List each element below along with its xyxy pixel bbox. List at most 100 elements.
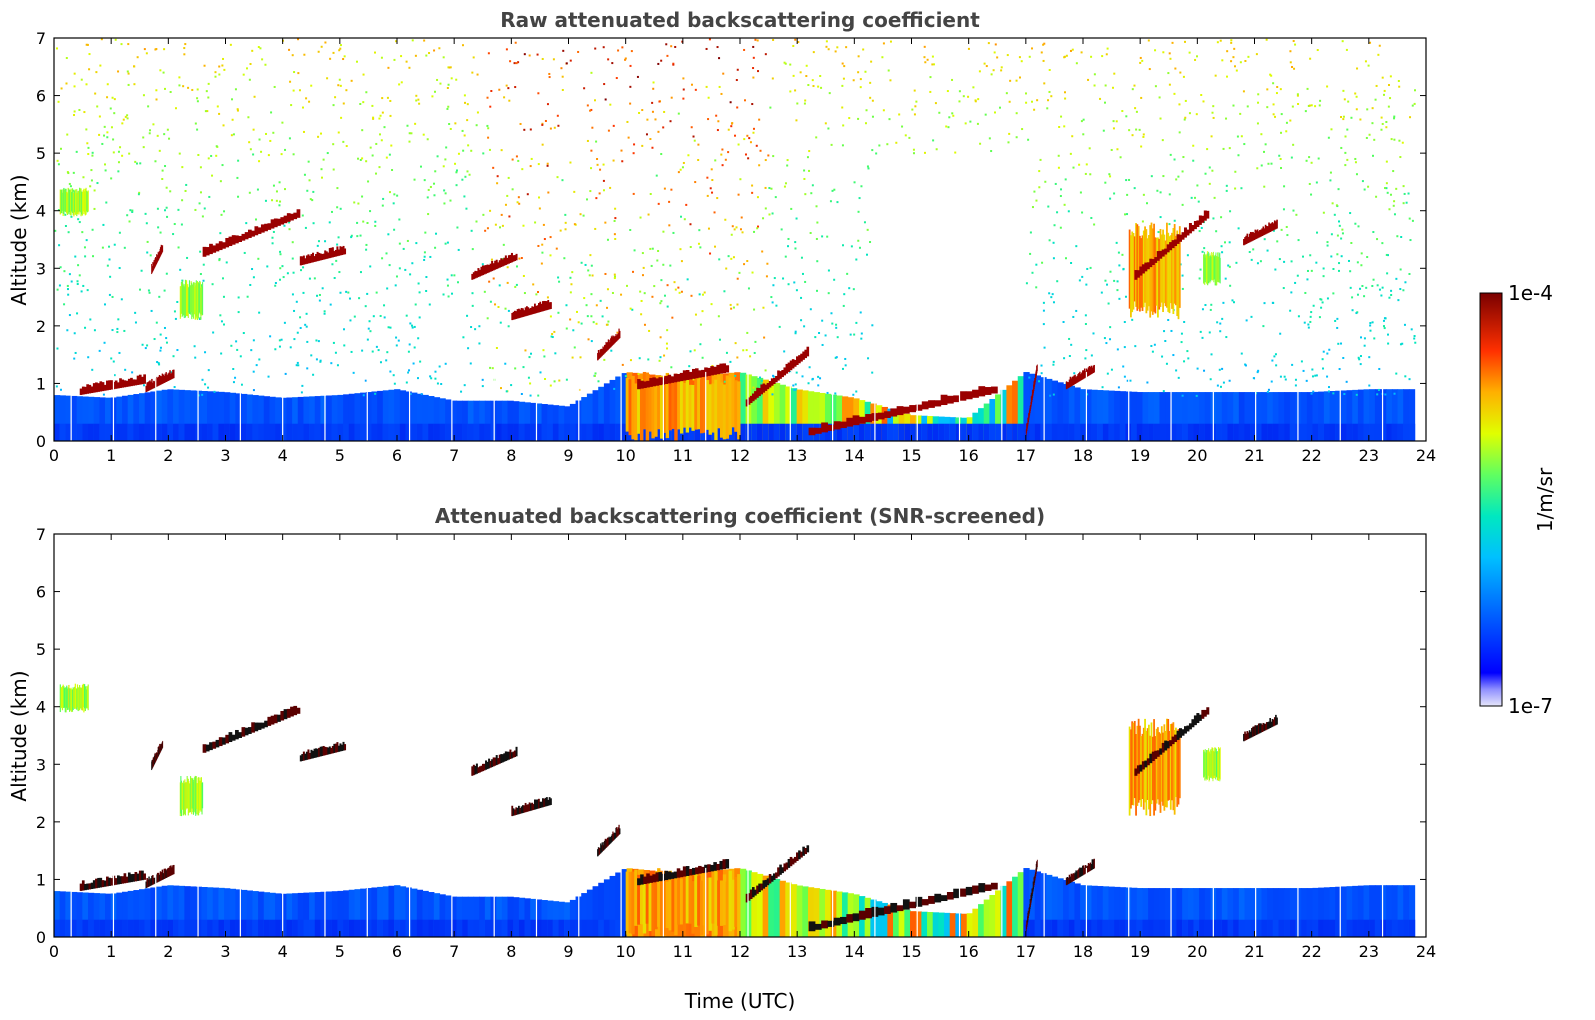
surface-layer-column	[552, 423, 560, 441]
noise-pixel	[108, 293, 111, 296]
cloud-cell	[1186, 725, 1190, 732]
noise-pixel	[332, 168, 335, 171]
noise-pixel	[208, 195, 211, 198]
noise-pixel	[835, 326, 838, 329]
cloud-cell	[162, 740, 164, 748]
cloud-cell	[168, 867, 170, 877]
cloud-cell	[334, 249, 337, 257]
cloud-cell	[606, 838, 608, 848]
noise-pixel	[1042, 309, 1045, 312]
noise-pixel	[602, 46, 605, 49]
boundary-layer-column	[530, 898, 537, 937]
aerosol-plume-cell	[682, 383, 687, 428]
noise-pixel	[549, 315, 552, 318]
noise-pixel	[155, 321, 158, 324]
cloud-cell	[228, 732, 233, 743]
noise-pixel	[787, 237, 790, 240]
cloud-cell	[1265, 225, 1268, 234]
noise-pixel	[828, 92, 831, 95]
cloud-cell	[1252, 726, 1254, 737]
noise-pixel	[291, 257, 294, 260]
noise-pixel	[1292, 143, 1295, 146]
boundary-layer-column	[292, 893, 299, 937]
noise-pixel	[390, 144, 393, 147]
surface-layer-column	[1340, 919, 1348, 937]
noise-pixel	[758, 164, 761, 167]
boundary-layer-column	[813, 392, 820, 441]
noise-pixel	[701, 356, 704, 359]
cloud-cell	[1264, 723, 1267, 731]
cloud-cell	[156, 377, 159, 387]
surface-layer-column	[1284, 919, 1291, 937]
x-tick-label: 14	[844, 942, 864, 961]
aerosol-plume-cell	[81, 685, 84, 711]
noise-pixel	[557, 276, 560, 279]
noise-pixel	[640, 299, 643, 302]
noise-pixel	[809, 308, 812, 311]
cloud-cell	[218, 737, 223, 747]
noise-pixel	[279, 278, 282, 281]
noise-pixel	[367, 180, 370, 183]
surface-layer-column	[1329, 423, 1336, 441]
noise-pixel	[94, 92, 97, 95]
cloud-cell	[231, 734, 236, 741]
noise-pixel	[407, 371, 410, 374]
aerosol-plume-cell	[1151, 228, 1154, 315]
cloud-cell	[260, 722, 265, 729]
noise-pixel	[199, 166, 202, 169]
noise-pixel	[812, 51, 815, 54]
noise-pixel	[430, 377, 433, 380]
noise-pixel	[509, 60, 512, 63]
noise-pixel	[1270, 74, 1273, 77]
noise-pixel	[594, 47, 597, 50]
noise-pixel	[843, 65, 846, 68]
x-tick-label: 16	[958, 446, 978, 465]
surface-layer-column	[292, 423, 299, 441]
surface-layer-column	[1017, 423, 1025, 441]
boundary-layer-column	[93, 893, 100, 937]
boundary-layer-column	[422, 394, 429, 441]
noise-pixel	[1329, 171, 1332, 174]
noise-pixel	[361, 157, 364, 160]
cloud-cell	[498, 754, 501, 764]
noise-pixel	[821, 319, 824, 322]
noise-pixel	[1239, 112, 1242, 115]
cloud-cell	[1068, 874, 1071, 884]
noise-pixel	[1386, 272, 1389, 275]
boundary-layer-column	[76, 396, 83, 441]
noise-pixel	[787, 245, 790, 248]
noise-pixel	[194, 208, 197, 211]
noise-pixel	[65, 57, 68, 60]
noise-pixel	[553, 126, 556, 129]
noise-pixel	[1309, 254, 1312, 257]
noise-pixel	[221, 164, 224, 167]
surface-layer-column	[558, 919, 565, 937]
noise-pixel	[1266, 390, 1269, 393]
noise-pixel	[236, 176, 239, 179]
noise-pixel	[76, 312, 79, 315]
noise-pixel	[1399, 268, 1402, 271]
noise-pixel	[1244, 364, 1247, 367]
noise-pixel	[176, 349, 179, 352]
noise-pixel	[89, 318, 92, 321]
cloud-cell	[97, 877, 100, 888]
surface-layer-column	[796, 423, 803, 441]
noise-pixel	[1338, 368, 1341, 371]
cloud-cell	[787, 858, 791, 868]
boundary-layer-column	[286, 893, 293, 937]
aerosol-plume-cell	[182, 783, 184, 816]
noise-pixel	[629, 102, 632, 105]
noise-pixel	[733, 228, 736, 231]
cloud-cell	[1065, 381, 1068, 390]
noise-pixel	[387, 233, 390, 236]
noise-pixel	[87, 356, 90, 359]
noise-pixel	[288, 48, 291, 51]
noise-pixel	[80, 78, 83, 81]
noise-pixel	[1063, 55, 1066, 58]
noise-pixel	[1090, 354, 1093, 357]
surface-layer-column	[592, 919, 599, 937]
noise-pixel	[549, 236, 552, 239]
cloud-cell	[542, 301, 544, 312]
noise-pixel	[842, 77, 845, 80]
cloud-cell	[205, 247, 210, 256]
